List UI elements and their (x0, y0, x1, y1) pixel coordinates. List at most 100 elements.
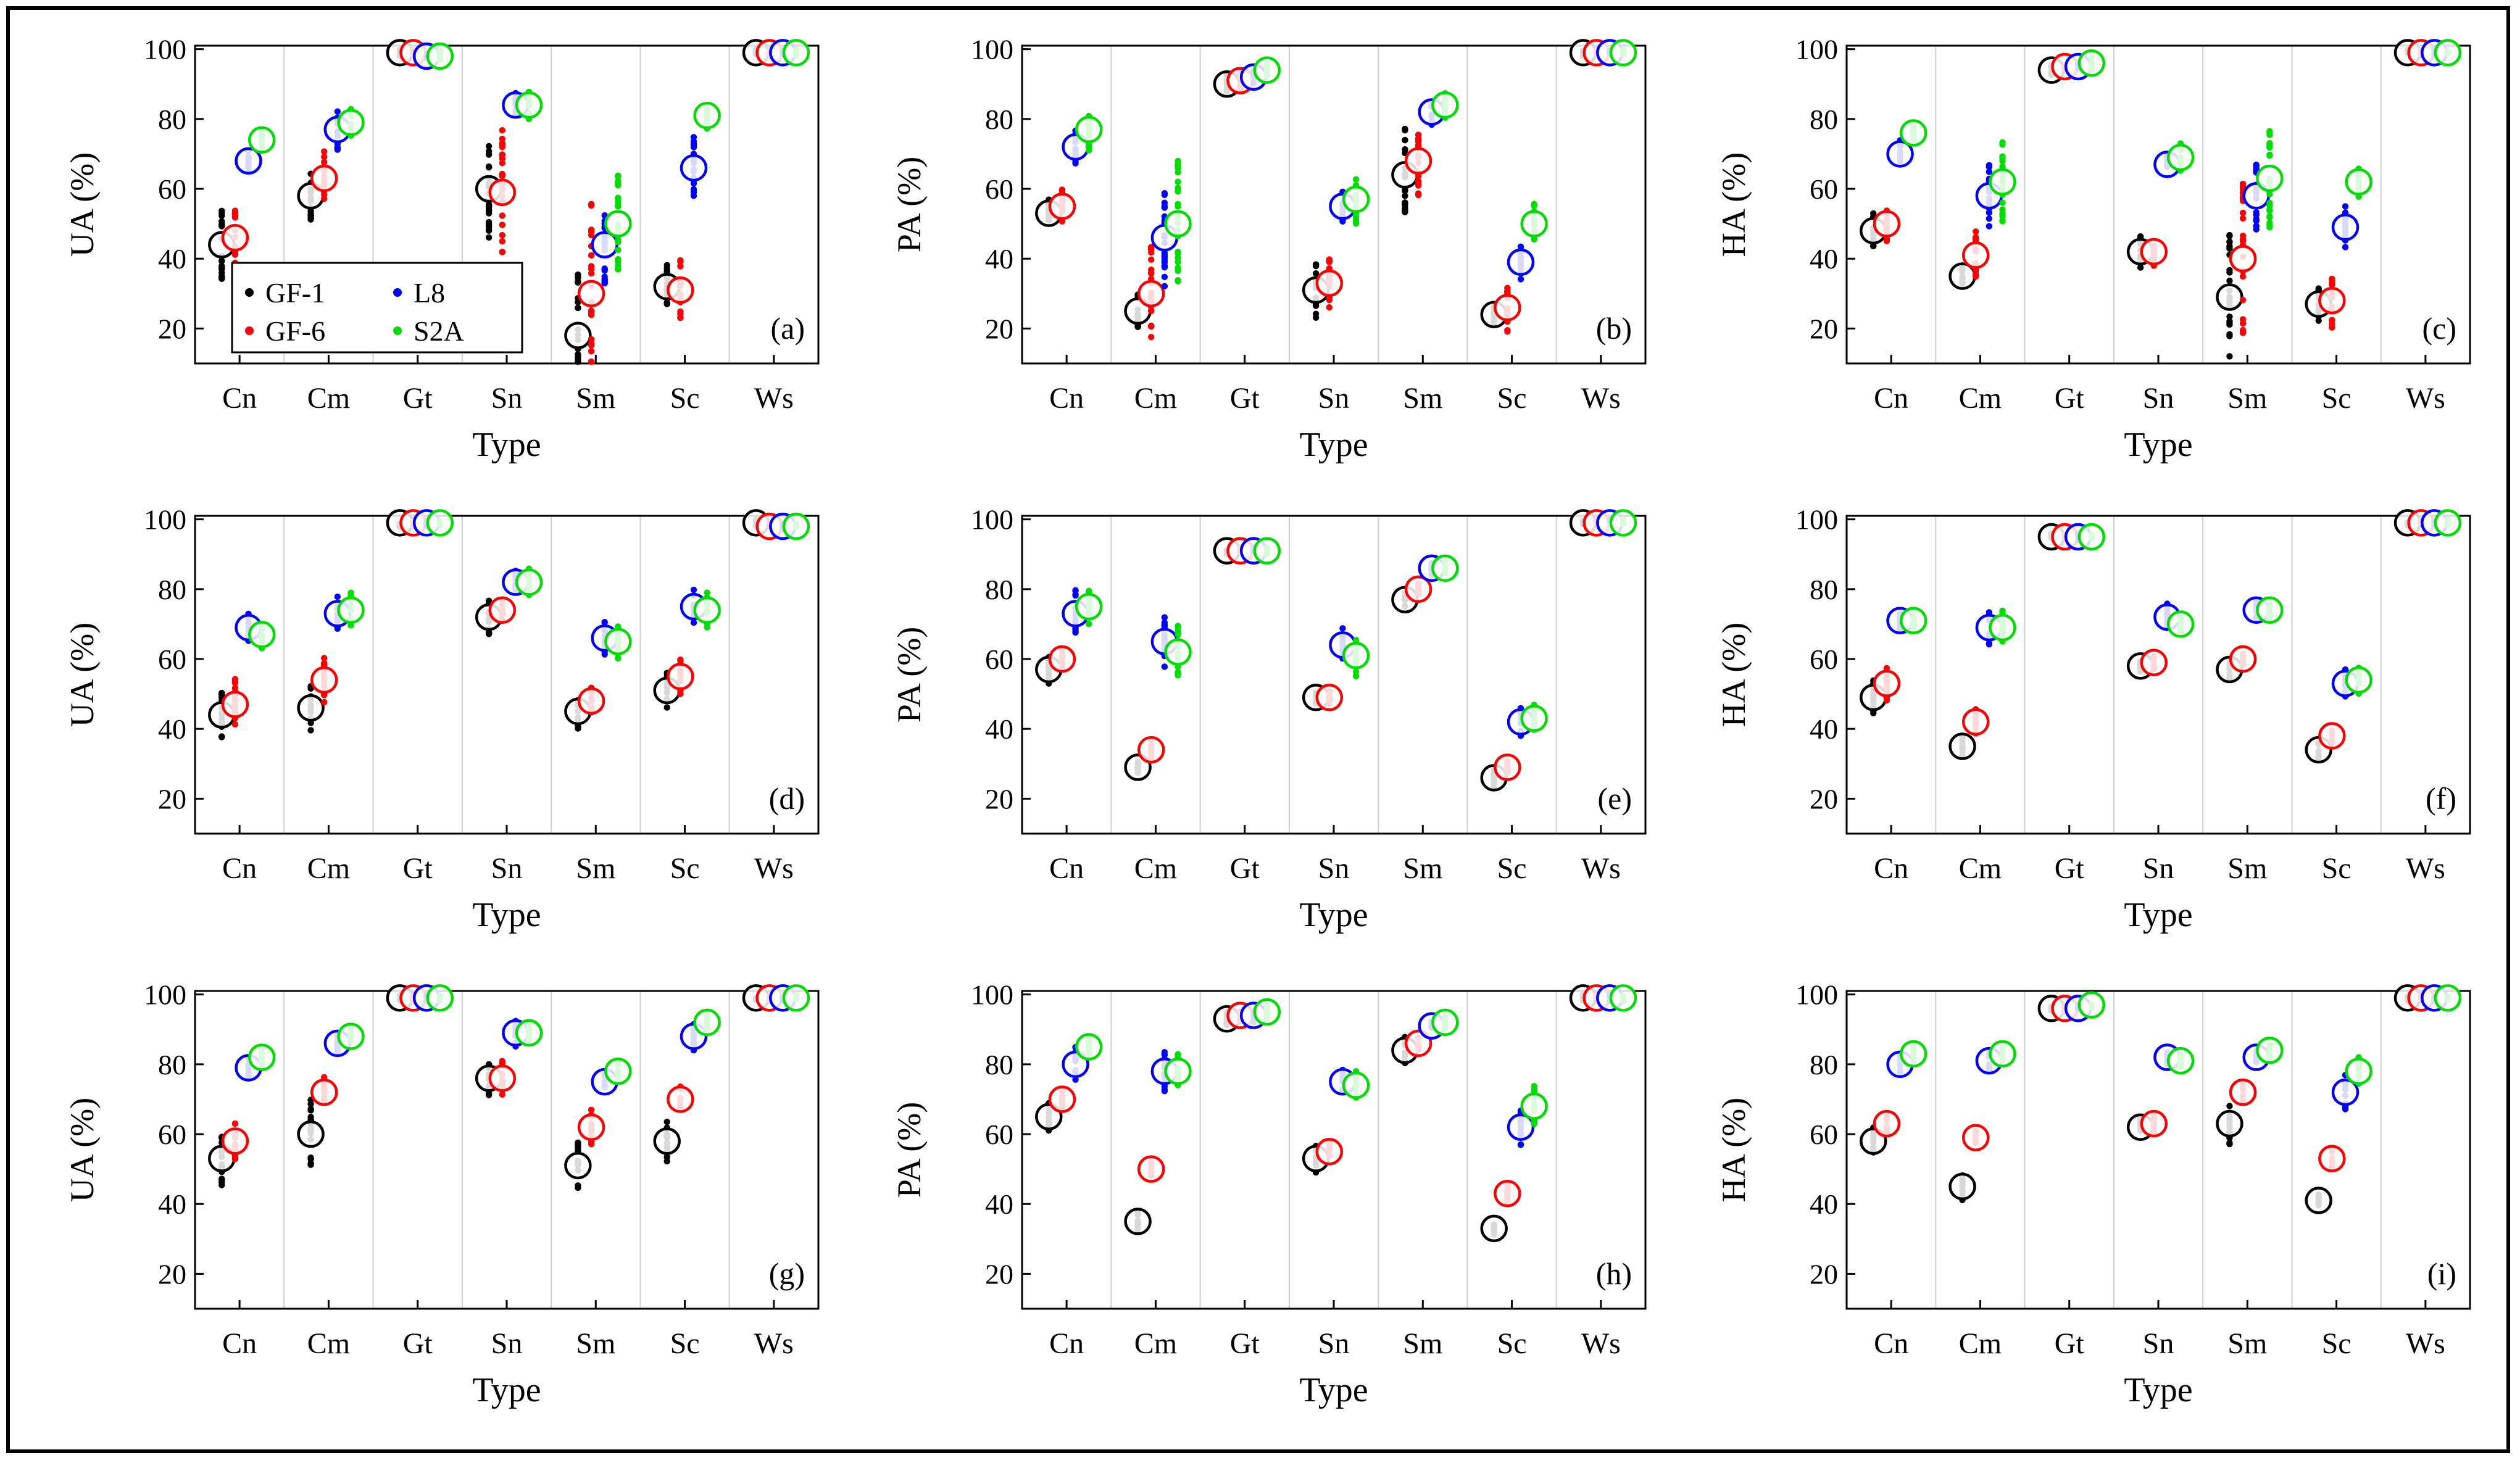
mean-marker-s2a (2077, 49, 2106, 77)
mean-marker-gf6 (1137, 736, 1165, 764)
y-tick-label: 20 (1810, 1258, 1838, 1290)
mean-marker-gf6 (2140, 238, 2168, 266)
x-tick-label: Sm (2227, 1327, 2267, 1360)
sample-dot-gf1 (485, 1090, 493, 1097)
sample-dot-s2a (2266, 213, 2273, 221)
mean-marker-gf6 (667, 663, 694, 690)
sample-dot-gf1 (218, 265, 225, 271)
sample-dot-gf1 (2226, 232, 2233, 239)
sample-dot-gf1 (1870, 242, 1877, 249)
sample-dot-gf1 (1402, 206, 1408, 213)
x-axis-label: Type (1299, 1371, 1368, 1409)
mean-marker-s2a (1899, 119, 1927, 147)
x-tick-label: Gt (2055, 1327, 2085, 1360)
sample-dot-l8 (690, 134, 697, 141)
y-tick-label: 60 (985, 173, 1013, 205)
sample-dot-gf1 (663, 704, 670, 711)
sample-dot-gf1 (575, 304, 581, 312)
sample-dot-gf1 (663, 1158, 670, 1165)
sample-dot-gf1 (2315, 285, 2322, 292)
sample-dot-s2a (615, 654, 622, 661)
x-tick-label: Cm (1959, 1327, 2002, 1360)
mean-marker-gf6 (310, 1078, 338, 1106)
y-tick-label: 20 (985, 313, 1013, 344)
y-tick-label: 60 (158, 173, 186, 205)
mean-marker-s2a (337, 596, 365, 624)
sample-dot-s2a (2266, 131, 2273, 138)
sample-dot-gf6 (2239, 320, 2247, 327)
sample-dot-gf1 (2315, 317, 2322, 324)
y-tick-label: 60 (1810, 1119, 1838, 1150)
sample-dot-l8 (1161, 663, 1168, 670)
mean-marker-gf6 (221, 690, 249, 718)
sample-dot-s2a (1086, 621, 1092, 628)
mean-marker-l8 (2331, 213, 2360, 241)
sample-dot-s2a (1999, 163, 2006, 170)
mean-marker-s2a (2345, 1057, 2372, 1085)
panel-a: 20 40 60 80 100 Cn Cm Gt Sn Sm Sc Ws Type UA (%) (a) GF… (64, 34, 820, 464)
mean-marker-s2a (2256, 596, 2284, 624)
mean-marker-gf1 (1480, 1214, 1508, 1243)
mean-marker-gf6 (1048, 193, 1076, 220)
sample-dot-gf1 (218, 221, 225, 228)
x-tick-label: Cn (1874, 382, 1908, 415)
sample-dot-gf6 (321, 698, 328, 706)
x-tick-label: Gt (1230, 852, 1260, 885)
mean-marker-gf6 (577, 1113, 605, 1141)
y-tick-label: 40 (158, 713, 186, 745)
sample-dot-l8 (690, 586, 697, 594)
mean-marker-gf6 (2229, 244, 2257, 273)
sample-dot-s2a (1175, 161, 1181, 168)
sample-dot-gf1 (2226, 332, 2233, 339)
mean-marker-gf6 (1404, 575, 1433, 603)
mean-marker-gf1 (1124, 1208, 1152, 1235)
y-tick-label: 100 (144, 504, 186, 536)
sample-dot-gf1 (575, 350, 581, 358)
x-tick-label: Cn (1049, 1327, 1084, 1360)
sample-dot-gf6 (499, 231, 505, 239)
mean-marker-s2a (247, 126, 276, 154)
mean-marker-s2a (1431, 1008, 1459, 1037)
y-tick-label: 40 (1810, 243, 1838, 275)
panel-label: (g) (769, 1256, 805, 1291)
x-axis-label: Type (472, 896, 541, 934)
y-tick-label: 40 (1810, 1188, 1838, 1220)
sample-dot-l8 (1161, 1049, 1168, 1056)
sample-dot-l8 (601, 279, 608, 286)
mean-marker-gf6 (667, 1085, 694, 1113)
sample-dot-l8 (1161, 1086, 1168, 1093)
sample-dot-gf1 (485, 148, 493, 155)
panel-c: 20 40 60 80 100 Cn Cm Gt Sn Sm Sc Ws Type HA (%) (c) (1715, 34, 2471, 464)
axes-box (1021, 515, 1647, 835)
x-axis-label: Type (472, 426, 541, 464)
panel-i: 20 40 60 80 100 Cn Cm Gt Sn Sm Sc Ws Type HA (%) (i) (1715, 979, 2471, 1409)
sample-dot-gf1 (575, 358, 581, 365)
x-tick-label: Sn (491, 1327, 523, 1360)
sample-dot-gf6 (588, 1106, 595, 1113)
sample-dot-gf6 (321, 195, 328, 202)
panel-label: (a) (771, 311, 805, 346)
mean-marker-s2a (1253, 56, 1281, 84)
x-axis-label: Type (472, 1371, 541, 1409)
x-tick-label: Cm (1134, 1327, 1177, 1360)
axes-box (1845, 44, 2471, 365)
mean-marker-s2a (337, 109, 365, 136)
sample-dot-l8 (1161, 263, 1168, 271)
legend-box (231, 262, 523, 354)
sample-dot-s2a (2266, 141, 2273, 148)
sample-dot-l8 (2253, 222, 2260, 230)
sample-dot-l8 (1986, 168, 1993, 175)
sample-dot-s2a (1175, 249, 1181, 255)
y-tick-label: 100 (144, 979, 186, 1011)
sample-dot-gf6 (2239, 236, 2247, 243)
sample-dot-gf1 (1312, 302, 1320, 309)
y-tick-label: 60 (158, 644, 186, 675)
sample-dot-gf6 (2329, 324, 2335, 331)
x-tick-label: Gt (2055, 382, 2085, 415)
y-tick-label: 60 (1810, 173, 1838, 205)
x-tick-label: Gt (403, 852, 433, 885)
y-tick-label: 20 (158, 313, 186, 344)
mean-marker-gf6 (1873, 669, 1901, 697)
sample-dot-l8 (1072, 592, 1079, 599)
sample-dot-gf1 (485, 201, 493, 208)
